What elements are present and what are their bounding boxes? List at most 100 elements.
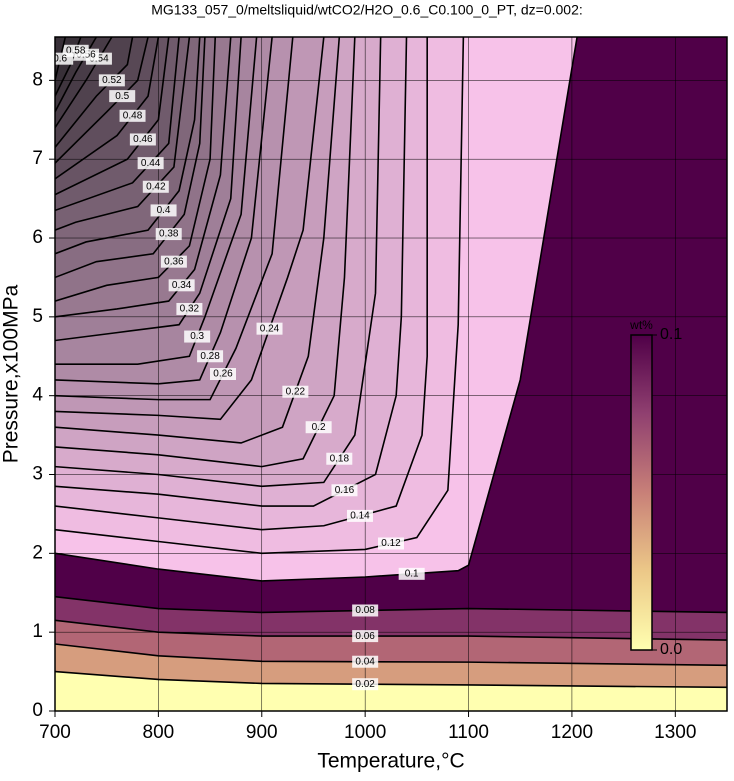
contour-label-group: 0.6 bbox=[55, 52, 74, 65]
contour-label: 0.54 bbox=[89, 53, 109, 64]
x-tick-label: 900 bbox=[246, 722, 278, 743]
contour-label: 0.3 bbox=[190, 331, 204, 342]
contour-label-bg bbox=[55, 52, 74, 65]
contour-label-group: 0.22 bbox=[282, 385, 309, 398]
y-tick-label: 4 bbox=[32, 385, 43, 406]
contour-label-group: 0.12 bbox=[378, 537, 404, 550]
contour-line bbox=[55, 37, 325, 421]
y-tick-label: 0 bbox=[32, 700, 43, 721]
contour-label-group: 0.46 bbox=[129, 133, 156, 146]
contour-label-bg bbox=[176, 302, 203, 315]
contour-label-group: 0.1 bbox=[398, 567, 425, 580]
contour-label: 0.48 bbox=[123, 110, 143, 121]
y-tick-label: 2 bbox=[32, 542, 43, 563]
y-tick-label: 8 bbox=[32, 69, 43, 90]
contour-label-group: 0.08 bbox=[352, 604, 379, 617]
contour-label-group: 0.44 bbox=[137, 157, 164, 170]
contour-label-bg bbox=[184, 330, 211, 343]
contour-label-group: 0.52 bbox=[98, 74, 125, 87]
contour-label-bg bbox=[98, 74, 125, 87]
y-axis-label: Pressure,x100MPa bbox=[0, 284, 23, 463]
contour-label-group: 0.24 bbox=[256, 322, 283, 335]
contour-line bbox=[55, 619, 727, 641]
contour-label: 0.38 bbox=[159, 229, 179, 240]
contour-label-group: 0.5 bbox=[109, 90, 136, 103]
contour-label: 0.06 bbox=[355, 631, 375, 642]
contour-label-group: 0.32 bbox=[176, 302, 203, 315]
contour-label-bg bbox=[210, 368, 236, 380]
contour-label: 0.36 bbox=[164, 256, 184, 267]
contour-label: 0.1 bbox=[405, 568, 419, 579]
contour-label-bg bbox=[197, 350, 224, 363]
contour-line bbox=[55, 670, 727, 689]
overlay: 700 800 900 1000 1100 1200 1300012345678wt%0.0… bbox=[32, 36, 728, 743]
contour-label: 0.04 bbox=[355, 656, 375, 667]
contour-label-group: 0.14 bbox=[346, 509, 373, 522]
y-tick-label: 5 bbox=[32, 306, 43, 327]
colorbar-tick-label: 0.1 bbox=[660, 326, 682, 343]
contour-label: 0.14 bbox=[350, 511, 370, 522]
contour-label-bg bbox=[398, 567, 425, 580]
contour-label: 0.46 bbox=[133, 134, 153, 145]
contour-label-bg bbox=[326, 452, 353, 465]
contour-line bbox=[55, 37, 382, 488]
contour-label-group: 0.06 bbox=[352, 630, 379, 643]
contour-line bbox=[55, 595, 727, 614]
contour-label: 0.08 bbox=[355, 605, 375, 616]
contour-line bbox=[55, 643, 727, 667]
x-tick-label: 1000 bbox=[344, 722, 386, 743]
contour-label: 0.58 bbox=[66, 45, 86, 56]
contour-label-bg bbox=[331, 484, 358, 497]
contour-label-bg bbox=[129, 133, 156, 146]
contour-label-group: 0.26 bbox=[210, 368, 236, 380]
contour-line bbox=[55, 37, 356, 468]
y-tick-label: 3 bbox=[32, 464, 43, 485]
x-tick-label: 1100 bbox=[448, 722, 489, 743]
contour-label-group: 0.02 bbox=[352, 678, 379, 691]
contour-label-bg bbox=[160, 255, 187, 268]
x-tick-label: 1300 bbox=[654, 722, 696, 743]
chart-title: MG133_057_0/meltsliquid/wtCO2/H2O_0.6_C0… bbox=[151, 2, 583, 18]
contour-label-group: 0.28 bbox=[197, 350, 224, 363]
plot-frame bbox=[54, 36, 728, 712]
x-axis-label: Temperature,°C bbox=[317, 750, 464, 773]
contour-label: 0.16 bbox=[335, 485, 355, 496]
contour-label: 0.44 bbox=[141, 158, 161, 169]
contour-label-group: 0.2 bbox=[305, 421, 332, 434]
contour-label-group: 0.38 bbox=[155, 228, 182, 241]
contour-label-bg bbox=[119, 109, 146, 122]
contour-label-bg bbox=[378, 537, 404, 550]
contour-label: 0.34 bbox=[172, 280, 192, 291]
contour-line bbox=[55, 37, 341, 444]
contour-label-bg bbox=[352, 630, 379, 643]
contour-label-bg bbox=[256, 322, 283, 335]
contour-label-group: 0.48 bbox=[119, 109, 146, 122]
colorbar-tick-label: 0.0 bbox=[660, 641, 682, 658]
contour-label-group: 0.3 bbox=[184, 330, 211, 343]
contour-label-bg bbox=[109, 90, 136, 103]
contour-label-bg bbox=[352, 655, 379, 668]
contour-label-bg bbox=[155, 228, 182, 241]
contour-label-group: 0.4 bbox=[150, 204, 177, 217]
contour-label: 0.42 bbox=[146, 181, 166, 192]
contour-label-bg bbox=[305, 421, 332, 434]
x-tick-label: 800 bbox=[143, 722, 175, 743]
contour-label-bg bbox=[352, 678, 379, 691]
contour-label-group: 0.18 bbox=[326, 452, 353, 465]
contour-label-group: 0.16 bbox=[331, 484, 358, 497]
contour-label-bg bbox=[346, 509, 373, 522]
contour-label: 0.18 bbox=[330, 453, 350, 464]
contour-label: 0.22 bbox=[286, 386, 306, 397]
contour-label: 0.02 bbox=[355, 679, 375, 690]
contour-label-group: 0.04 bbox=[352, 655, 379, 668]
x-tick-label: 700 bbox=[39, 722, 71, 743]
contour-label-bg bbox=[352, 604, 379, 617]
y-tick-label: 7 bbox=[32, 148, 43, 169]
colorbar bbox=[630, 334, 653, 651]
contour-label: 0.32 bbox=[180, 304, 200, 315]
contour-label-bg bbox=[142, 180, 169, 193]
contour-label-bg bbox=[137, 157, 164, 170]
contour-label: 0.52 bbox=[102, 75, 122, 86]
contour-label: 0.5 bbox=[115, 91, 129, 102]
